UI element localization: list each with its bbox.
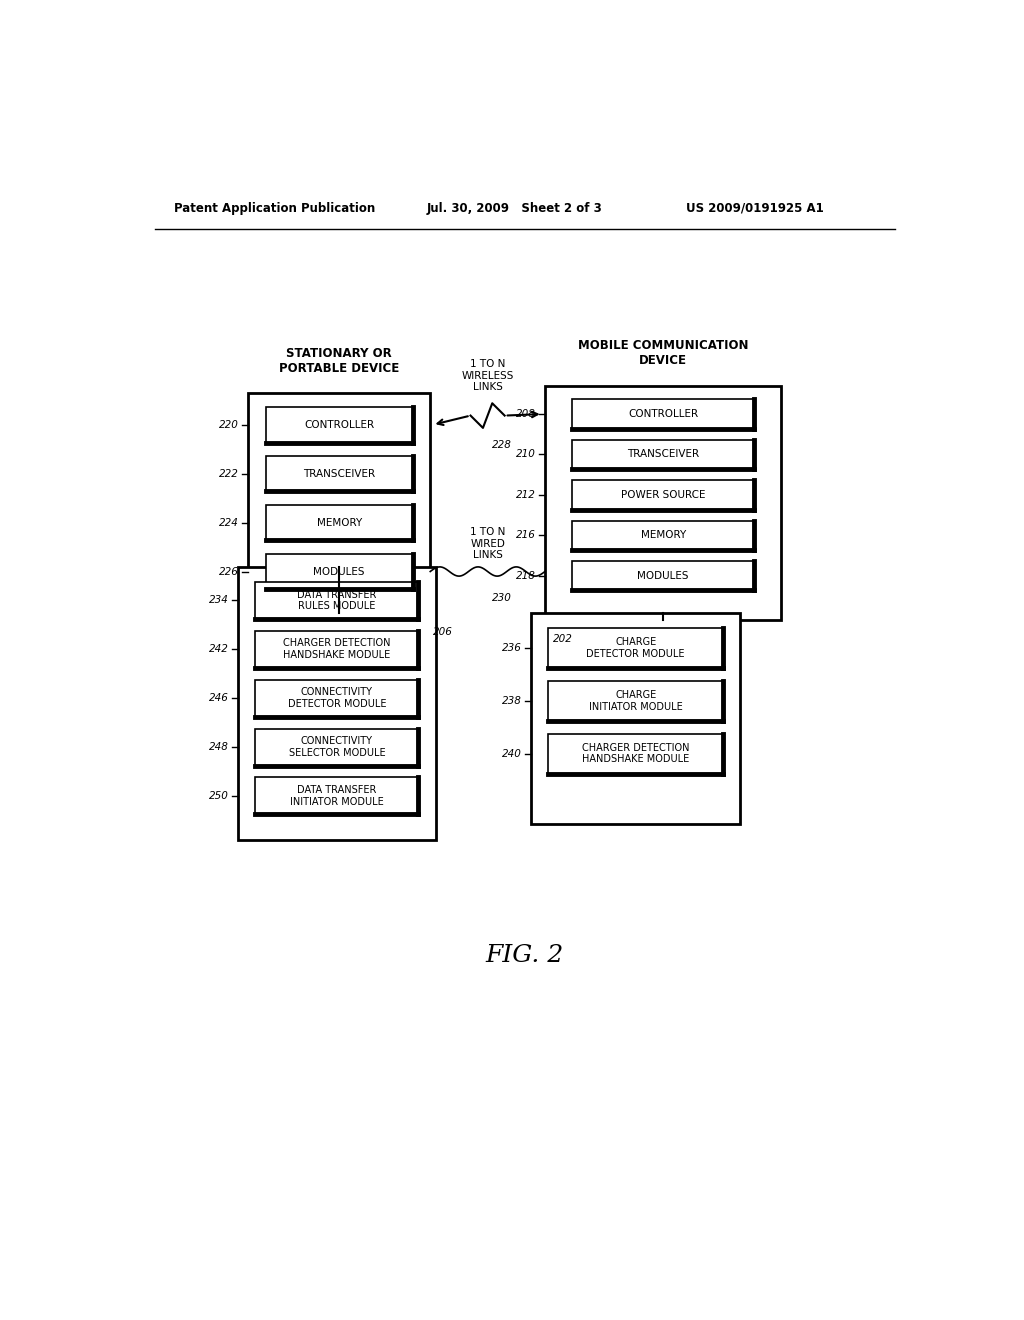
Text: CHARGER DETECTION
HANDSHAKE MODULE: CHARGER DETECTION HANDSHAKE MODULE	[582, 743, 689, 764]
Text: 1 TO N
WIRED
LINKS: 1 TO N WIRED LINKS	[470, 527, 505, 561]
Bar	[255, 582, 418, 619]
Text: CONNECTIVITY
DETECTOR MODULE: CONNECTIVITY DETECTOR MODULE	[288, 688, 386, 709]
Text: DATA TRANSFER
RULES MODULE: DATA TRANSFER RULES MODULE	[297, 590, 377, 611]
Bar	[255, 729, 418, 766]
Text: 242: 242	[209, 644, 228, 655]
Text: CHARGE
DETECTOR MODULE: CHARGE DETECTOR MODULE	[587, 638, 685, 659]
Text: CHARGE
INITIATOR MODULE: CHARGE INITIATOR MODULE	[589, 690, 683, 711]
Bar	[255, 777, 418, 814]
Text: MOBILE COMMUNICATION
DEVICE: MOBILE COMMUNICATION DEVICE	[578, 339, 749, 367]
Bar	[572, 440, 755, 469]
Bar	[572, 400, 755, 429]
Bar	[572, 480, 755, 510]
Text: 230: 230	[492, 593, 511, 603]
Bar	[549, 681, 723, 721]
Text: 246: 246	[209, 693, 228, 704]
Text: MODULES: MODULES	[637, 570, 689, 581]
Text: FIG. 2: FIG. 2	[485, 944, 564, 966]
Text: CONTROLLER: CONTROLLER	[304, 420, 374, 430]
Text: STATIONARY OR
PORTABLE DEVICE: STATIONARY OR PORTABLE DEVICE	[280, 347, 399, 375]
Text: MEMORY: MEMORY	[316, 517, 361, 528]
Text: 218: 218	[516, 570, 536, 581]
Text: TRANSCEIVER: TRANSCEIVER	[303, 469, 375, 479]
Text: 206: 206	[433, 627, 454, 636]
Text: 228: 228	[492, 441, 511, 450]
Text: 210: 210	[516, 450, 536, 459]
Text: 216: 216	[516, 531, 536, 540]
Bar	[248, 393, 430, 612]
Bar	[265, 407, 413, 442]
Text: 222: 222	[219, 469, 239, 479]
Text: 212: 212	[516, 490, 536, 500]
Bar	[549, 628, 723, 668]
Text: DATA TRANSFER
INITIATOR MODULE: DATA TRANSFER INITIATOR MODULE	[290, 785, 384, 807]
Bar	[265, 506, 413, 540]
Text: POWER SOURCE: POWER SOURCE	[621, 490, 706, 500]
Text: 238: 238	[502, 696, 521, 706]
Text: CHARGER DETECTION
HANDSHAKE MODULE: CHARGER DETECTION HANDSHAKE MODULE	[283, 639, 390, 660]
Text: 234: 234	[209, 595, 228, 606]
Text: 1 TO N
WIRELESS
LINKS: 1 TO N WIRELESS LINKS	[462, 359, 514, 392]
Text: CONNECTIVITY
SELECTOR MODULE: CONNECTIVITY SELECTOR MODULE	[289, 737, 385, 758]
Bar	[572, 561, 755, 590]
Text: Patent Application Publication: Patent Application Publication	[174, 202, 376, 215]
Text: 202: 202	[553, 635, 572, 644]
Bar	[572, 520, 755, 550]
Text: CONTROLLER: CONTROLLER	[628, 409, 698, 418]
Bar	[238, 566, 435, 840]
Text: US 2009/0191925 A1: US 2009/0191925 A1	[686, 202, 823, 215]
Text: 250: 250	[209, 791, 228, 801]
Bar	[531, 612, 740, 825]
Text: 208: 208	[516, 409, 536, 418]
Bar	[265, 455, 413, 491]
Text: 248: 248	[209, 742, 228, 752]
Bar	[549, 734, 723, 774]
Text: MEMORY: MEMORY	[641, 531, 686, 540]
Text: MODULES: MODULES	[313, 566, 365, 577]
Bar	[255, 631, 418, 668]
Text: TRANSCEIVER: TRANSCEIVER	[627, 450, 699, 459]
Text: 224: 224	[219, 517, 239, 528]
Text: 236: 236	[502, 643, 521, 653]
Text: 220: 220	[219, 420, 239, 430]
Bar	[265, 554, 413, 589]
Text: 226: 226	[219, 566, 239, 577]
Bar	[545, 385, 781, 620]
Bar	[255, 680, 418, 717]
Text: 240: 240	[502, 748, 521, 759]
Text: Jul. 30, 2009   Sheet 2 of 3: Jul. 30, 2009 Sheet 2 of 3	[426, 202, 602, 215]
